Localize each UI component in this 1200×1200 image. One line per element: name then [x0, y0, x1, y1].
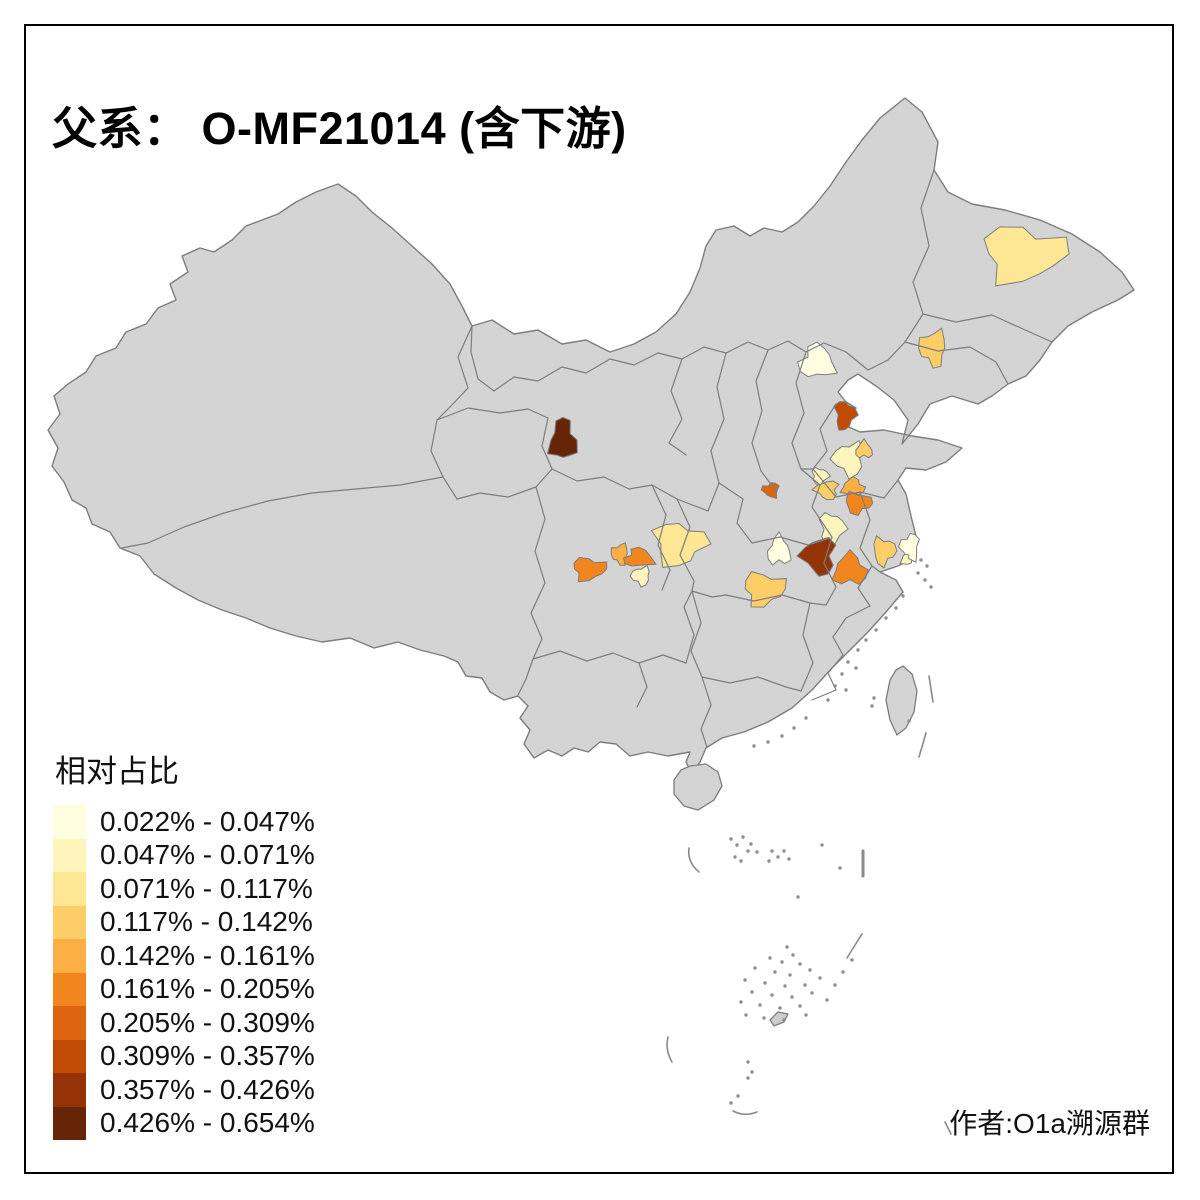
- sea-dashes: [666, 675, 952, 1135]
- map-region-liaoning-patch: [918, 327, 946, 369]
- map-region-xuzhou-north-patch: [839, 475, 867, 496]
- map-region-sichuan-north-patch: [610, 541, 628, 566]
- legend-swatch: [53, 972, 86, 1006]
- hainan-island: [673, 763, 723, 811]
- legend-label: 0.022% - 0.047%: [100, 805, 315, 837]
- china-mainland: [47, 97, 1135, 775]
- legend-swatch: [53, 939, 86, 973]
- highlighted-regions: [546, 226, 1070, 608]
- legend-swatch: [53, 805, 86, 839]
- legend-label: 0.205% - 0.309%: [100, 1006, 315, 1038]
- map-region-beijing-patch: [797, 341, 839, 378]
- sea-islets: [729, 558, 933, 1105]
- legend-row: 0.309% - 0.357%: [53, 1039, 315, 1073]
- legend-row: 0.357% - 0.426%: [53, 1073, 315, 1107]
- legend-label: 0.117% - 0.142%: [100, 906, 313, 938]
- map-region-shanghai-pale2-patch: [899, 553, 913, 565]
- taiwan-island: [885, 665, 918, 737]
- legend-row: 0.205% - 0.309%: [53, 1006, 315, 1040]
- legend-label: 0.161% - 0.205%: [100, 973, 315, 1005]
- legend-swatch: [53, 872, 86, 906]
- legend-swatch: [53, 838, 86, 872]
- legend-label: 0.309% - 0.357%: [100, 1040, 315, 1072]
- map-region-hunan-patch: [744, 571, 787, 608]
- page-title: 父系： O-MF21014 (含下游): [52, 103, 627, 155]
- legend-row: 0.117% - 0.142%: [53, 905, 315, 939]
- map-region-heilongjiang-patch: [983, 226, 1070, 287]
- map-region-chongqing-pale-patch: [650, 522, 712, 568]
- map-region-shandong-north-patch: [833, 401, 859, 431]
- legend-label: 0.357% - 0.426%: [100, 1073, 315, 1105]
- legend-title: 相对占比: [55, 754, 179, 789]
- province-borders: [121, 169, 1053, 748]
- map-region-sichuan-west-patch: [573, 556, 608, 583]
- legend-swatch: [53, 1106, 86, 1140]
- legend-swatch: [53, 1039, 86, 1073]
- legend-label: 0.142% - 0.161%: [100, 939, 315, 971]
- legend-row: 0.142% - 0.161%: [53, 939, 315, 973]
- legend-swatch: [53, 1073, 86, 1107]
- map-region-henan-patch: [760, 482, 780, 499]
- legend-label: 0.426% - 0.654%: [100, 1107, 315, 1139]
- legend: 相对占比 0.022% - 0.047% 0.047% - 0.071% 0.071…: [53, 746, 315, 1140]
- map-region-anhui-orange-patch: [831, 548, 869, 585]
- legend-row: 0.426% - 0.654%: [53, 1106, 315, 1140]
- map-region-shanghai-pale-patch: [897, 532, 920, 563]
- map-region-chengdu-patch: [623, 546, 657, 567]
- legend-swatch: [53, 905, 86, 939]
- legend-row: 0.022% - 0.047%: [53, 805, 315, 839]
- map-region-jiangsu-south-patch: [873, 535, 898, 569]
- legend-rows: 0.022% - 0.047% 0.047% - 0.071% 0.071% - 0…: [53, 805, 315, 1140]
- map-region-shandong-central-patch: [829, 439, 864, 480]
- attribution-text: 作者:O1a溯源群: [949, 1108, 1150, 1139]
- map-region-xuzhou-patch: [846, 490, 874, 517]
- legend-label: 0.047% - 0.071%: [100, 839, 315, 871]
- legend-row: 0.161% - 0.205%: [53, 972, 315, 1006]
- map-region-sichuan-south-patch: [629, 564, 650, 588]
- legend-swatch: [53, 1006, 86, 1040]
- legend-label: 0.071% - 0.117%: [100, 872, 313, 904]
- map-region-shandong-sw-patch: [811, 480, 840, 501]
- legend-row: 0.047% - 0.071%: [53, 838, 315, 872]
- map-region-shandong-east-patch: [855, 437, 873, 459]
- legend-row: 0.071% - 0.117%: [53, 872, 315, 906]
- map-region-gansu-patch: [546, 416, 578, 458]
- islands: [673, 665, 918, 1027]
- map-region-hubei-pale-patch: [766, 530, 792, 566]
- sea-islet: [769, 1011, 789, 1027]
